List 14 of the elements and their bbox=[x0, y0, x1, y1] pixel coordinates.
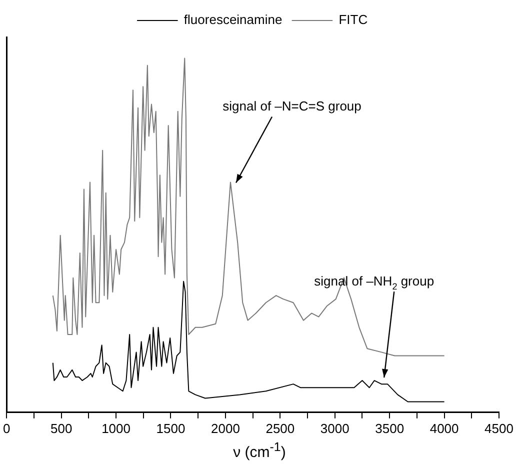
x-tick-label: 3500 bbox=[375, 420, 404, 436]
annotation: signal of –N=C=S group bbox=[222, 98, 362, 114]
x-tick-label: 1500 bbox=[156, 420, 186, 436]
x-tick-label: 3000 bbox=[320, 420, 350, 436]
x-tick-label: 2000 bbox=[210, 420, 240, 436]
legend-label: FITC bbox=[338, 12, 368, 28]
legend-label: fluoresceinamine bbox=[184, 12, 282, 28]
x-tick-label: 0 bbox=[3, 420, 10, 436]
x-tick-label: 4500 bbox=[484, 420, 514, 436]
x-tick-label: 1000 bbox=[102, 420, 130, 436]
x-tick-label: 4000 bbox=[430, 420, 459, 436]
x-tick-label: 500 bbox=[50, 420, 72, 436]
x-tick-label: 2500 bbox=[266, 420, 295, 436]
x-axis-title: ν (cm$^{-1}$) bbox=[232, 440, 287, 461]
